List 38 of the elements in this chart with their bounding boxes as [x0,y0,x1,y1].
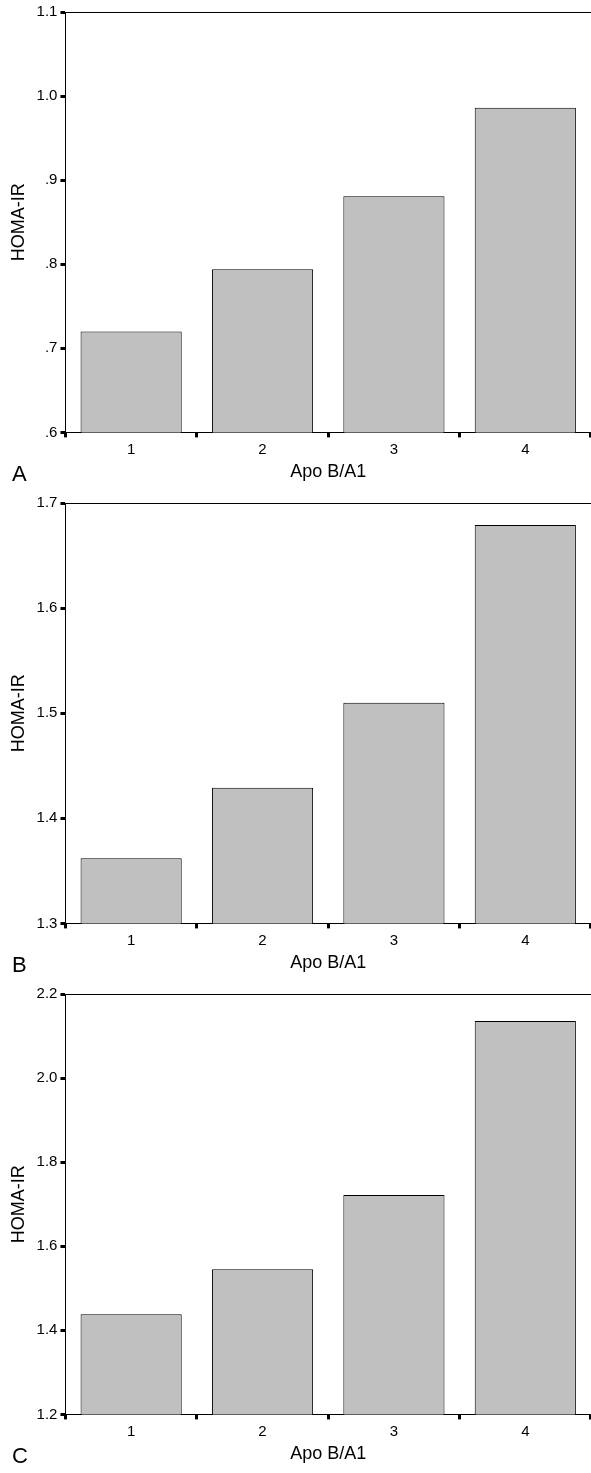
y-tick-label: .7 [44,338,58,356]
y-tick-label: 1.1 [36,2,58,20]
x-axis-title: Apo B/A1 [290,461,367,482]
y-tick-label: 1.8 [36,1152,58,1170]
x-tick-label: 1 [126,930,136,948]
text: A [12,461,27,487]
y-tick-label: .8 [44,254,58,272]
x-tick-label: 1 [126,439,136,457]
y-tick-label: 1.3 [36,913,58,931]
y-tick-label: 2.0 [36,1068,58,1086]
x-tick-label: 1 [126,1421,136,1439]
x-tick-label: 3 [389,1421,399,1439]
x-tick-label: 2 [258,930,267,948]
x-tick-label: 3 [389,439,399,457]
x-tick-label: 4 [521,1421,530,1439]
y-tick-label: 1.6 [36,598,58,616]
x-tick-label: 4 [521,439,530,457]
y-axis-title: HOMA-IR [7,183,28,262]
y-axis-title: HOMA-IR [7,1165,28,1244]
x-tick-label: 2 [258,1421,267,1439]
y-tick-label: 1.7 [36,493,58,511]
x-axis-title: Apo B/A1 [290,1443,367,1464]
y-tick-label: 1.6 [36,1236,58,1254]
y-tick-label: 1.2 [36,1404,58,1422]
text: C [12,1443,28,1469]
y-tick-label: .9 [44,170,58,188]
x-tick-label: 2 [258,439,267,457]
y-tick-label: 1.5 [36,703,58,721]
text: B [12,952,27,978]
y-tick-label: .6 [44,422,58,440]
y-tick-label: 1.0 [36,86,58,104]
y-tick-label: 1.4 [36,1320,58,1338]
y-tick-label: 1.4 [36,808,58,826]
x-axis-title: Apo B/A1 [290,952,367,973]
x-tick-label: 4 [521,930,530,948]
y-axis-title: HOMA-IR [7,674,28,753]
x-tick-label: 3 [389,930,399,948]
y-tick-label: 2.2 [36,984,58,1002]
